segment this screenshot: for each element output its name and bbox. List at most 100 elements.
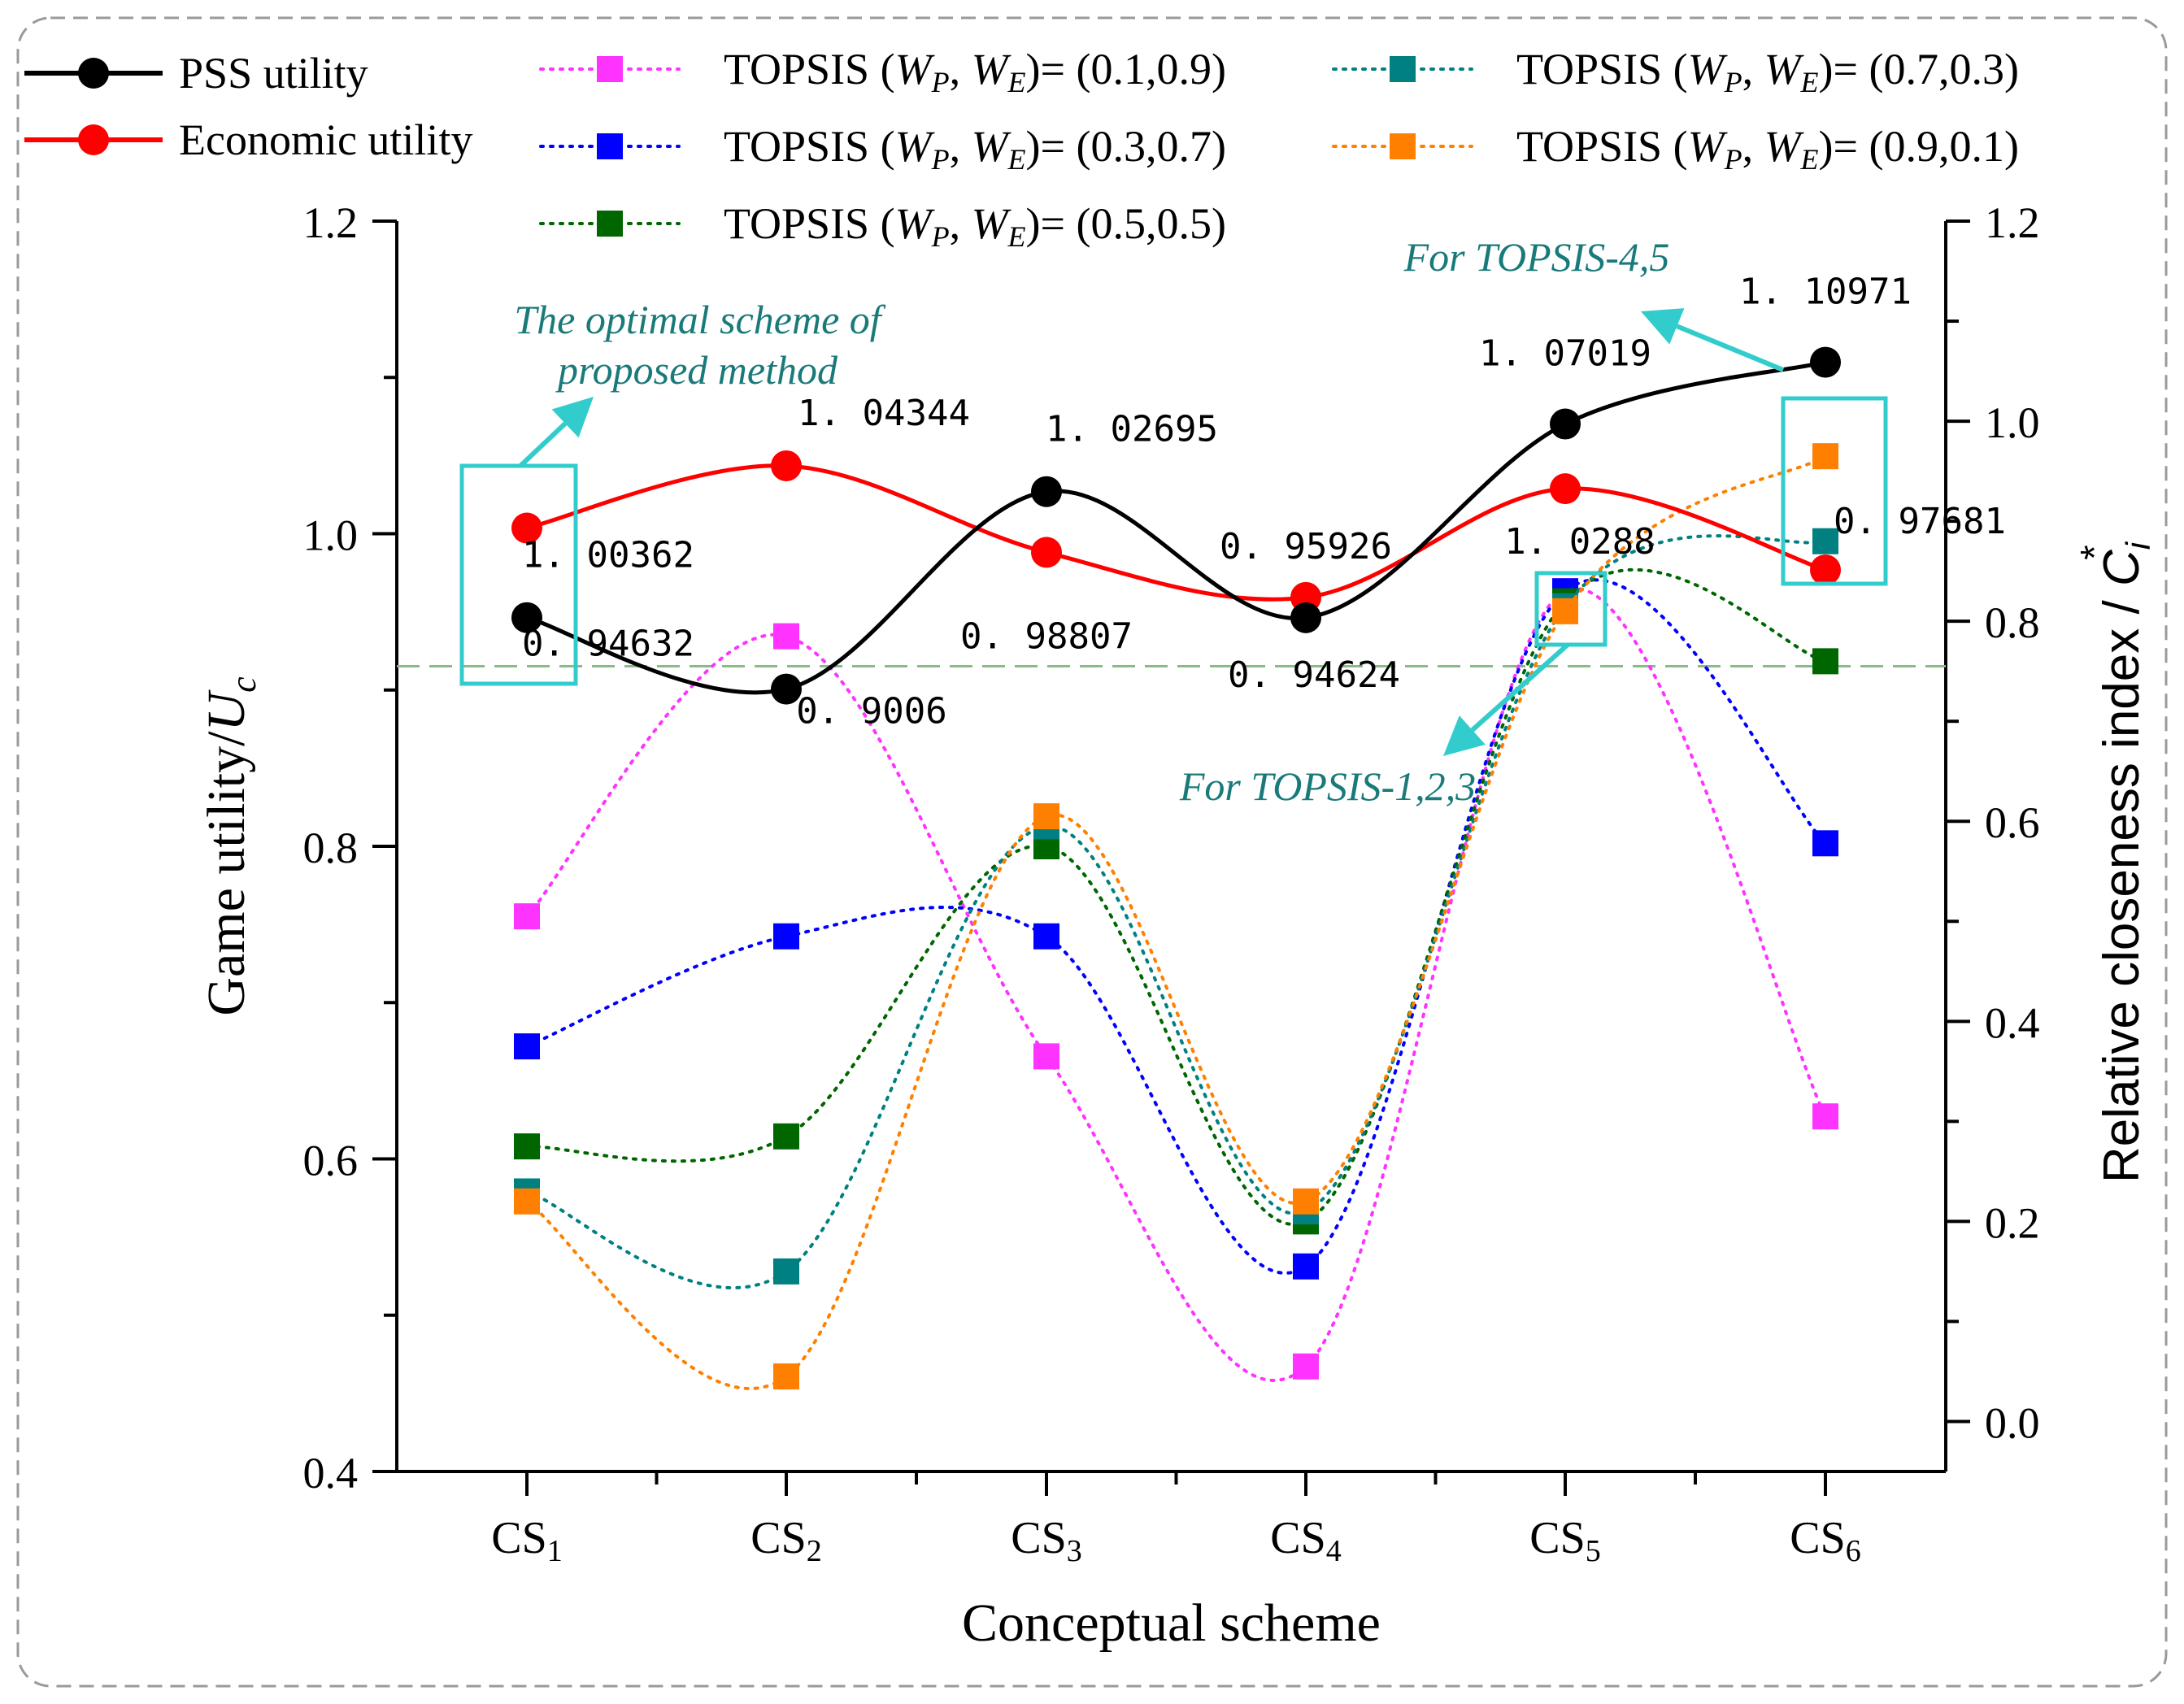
data-label: 0. 95926: [1220, 526, 1392, 567]
left-tick-group: 0.4 0.6 0.8 1.0 1.2: [303, 198, 397, 1498]
data-point: [511, 512, 542, 544]
series-line-3: [525, 578, 1827, 1275]
legend-item-1: Economic utility: [24, 115, 472, 164]
data-label: 0. 94624: [1228, 654, 1400, 696]
series-2: [514, 578, 1838, 1382]
data-point: [514, 1133, 540, 1160]
legend-label: Economic utility: [179, 115, 472, 164]
data-point: [511, 602, 542, 633]
data-label: 1. 10971: [1739, 272, 1912, 313]
annotation-text-1: For TOPSIS-4,5: [1403, 234, 1670, 280]
data-point: [1293, 1353, 1319, 1380]
data-point: [514, 1033, 540, 1060]
data-label: 0. 94632: [522, 624, 694, 665]
data-label: 0. 98807: [960, 615, 1133, 657]
data-point: [1812, 1103, 1838, 1130]
right-tick-label: 0.6: [1985, 798, 2040, 847]
left-tick-label: 0.4: [303, 1449, 359, 1498]
data-point: [771, 450, 802, 481]
arrow-topsis-45-arrowhead: [1641, 308, 1685, 345]
x-tick-label: CS2: [750, 1513, 822, 1568]
series-1: [511, 450, 1841, 613]
legend-marker: [78, 58, 109, 89]
x-tick-group: CS1 CS2 CS3 CS4 CS5 CS6: [491, 1471, 1861, 1568]
right-tick-label: 0.8: [1985, 598, 2040, 647]
data-label: 0. 9006: [796, 691, 946, 732]
data-label: 1. 04344: [798, 393, 970, 434]
series-0: [511, 346, 1841, 705]
data-point: [1812, 528, 1838, 554]
right-tick-group: 0.0 0.2 0.4 0.6 0.8 1.0 1.2: [1946, 198, 2040, 1447]
arrow-topsis-123-shaft: [1470, 642, 1570, 732]
data-point: [1293, 1253, 1319, 1280]
right-tick-label: 1.0: [1985, 398, 2040, 447]
data-point: [514, 1188, 540, 1215]
legend-marker: [597, 133, 623, 159]
legend-item-6: TOPSIS (WP, WE)= (0.9,0.1): [1332, 122, 2019, 176]
data-point: [1812, 648, 1838, 675]
series-line-4: [525, 568, 1827, 1226]
data-point: [1810, 346, 1841, 378]
right-tick-label: 1.2: [1985, 198, 2040, 247]
legend-label: TOPSIS (WP, WE)= (0.9,0.1): [1516, 122, 2019, 176]
arrow-optimal-arrowhead: [551, 397, 594, 438]
series-3: [514, 578, 1838, 1280]
data-point: [1031, 476, 1062, 507]
data-label: 1. 02695: [1046, 409, 1218, 450]
x-tick-label: CS3: [1011, 1513, 1082, 1568]
series-5: [514, 528, 1838, 1290]
left-axis-title: Game utility/Uc: [197, 676, 263, 1016]
series-line-5: [525, 534, 1827, 1290]
legend-label: TOPSIS (WP, WE)= (0.1,0.9): [724, 45, 1226, 98]
x-tick-label: CS4: [1270, 1513, 1342, 1568]
data-labels-1: 1. 00362 1. 04344 0. 98807 0. 95926 1. 0288 0…: [522, 393, 2006, 657]
data-point: [514, 903, 540, 930]
series-line-2: [525, 587, 1827, 1382]
legend-item-4: TOPSIS (WP, WE)= (0.5,0.5): [539, 199, 1226, 253]
legend-item-2: TOPSIS (WP, WE)= (0.1,0.9): [539, 45, 1226, 98]
annotations: The optimal scheme of proposed method For …: [459, 234, 1888, 809]
right-tick-label: 0.4: [1985, 998, 2040, 1047]
series-line-1: [526, 463, 1826, 602]
legend-item-3: TOPSIS (WP, WE)= (0.3,0.7): [539, 122, 1226, 176]
arrow-topsis-45-shaft: [1676, 324, 1785, 372]
series-6: [514, 443, 1838, 1391]
series-line-6: [525, 454, 1827, 1391]
legend-marker: [597, 56, 623, 82]
data-point: [771, 673, 802, 705]
data-point: [1810, 554, 1841, 586]
legend-item-0: PSS utility: [24, 49, 368, 98]
left-tick-label: 1.2: [303, 198, 359, 247]
arrow-optimal-shaft: [518, 421, 568, 468]
data-label: 0. 97681: [1834, 501, 2006, 542]
data-label: 1. 0288: [1504, 521, 1655, 563]
highlight-box-cs1: [459, 463, 578, 686]
annotation-text-0: The optimal scheme of proposed method: [514, 297, 885, 393]
data-point: [1550, 408, 1581, 440]
data-point: [1033, 803, 1059, 830]
left-tick-label: 0.8: [303, 824, 359, 872]
right-tick-label: 0.2: [1985, 1198, 2040, 1247]
left-tick-label: 0.6: [303, 1137, 359, 1185]
data-point: [773, 1258, 799, 1285]
right-tick-label: 0.0: [1985, 1398, 2040, 1447]
right-axis-title: Relative closeness index / Ci*: [2073, 541, 2157, 1183]
x-tick-label: CS5: [1529, 1513, 1601, 1568]
legend-label: PSS utility: [179, 49, 368, 98]
legend-label: TOPSIS (WP, WE)= (0.7,0.3): [1516, 45, 2019, 98]
outer-frame: [16, 16, 2168, 1688]
left-tick-label: 1.0: [303, 511, 359, 560]
data-point: [1290, 602, 1321, 633]
data-point: [1550, 473, 1581, 505]
x-tick-label: CS6: [1790, 1513, 1861, 1568]
legend-label: TOPSIS (WP, WE)= (0.5,0.5): [724, 199, 1226, 253]
data-point: [1812, 443, 1838, 470]
data-point: [1552, 598, 1578, 624]
legend-marker: [78, 124, 109, 155]
legend-marker: [1390, 56, 1416, 82]
arrow-topsis-123-arrowhead: [1443, 715, 1486, 756]
data-label: 1. 07019: [1479, 333, 1651, 375]
data-point: [773, 623, 799, 650]
highlight-box-cs6: [1781, 396, 1888, 586]
